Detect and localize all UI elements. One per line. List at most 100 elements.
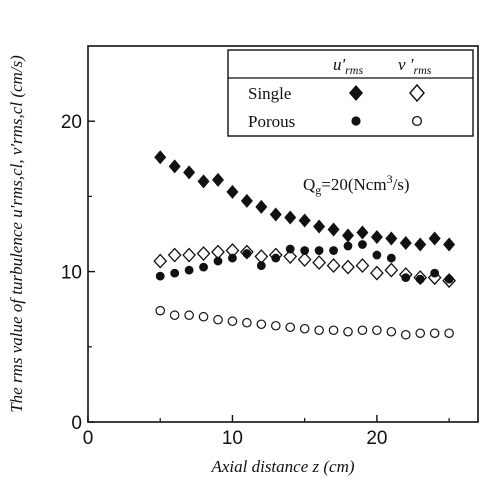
point-single-u bbox=[168, 159, 181, 174]
y-tick-label: 20 bbox=[61, 112, 82, 133]
point-porous-v bbox=[444, 328, 454, 339]
legend-col-v: v 'rms bbox=[398, 55, 432, 77]
point-single-v bbox=[283, 249, 298, 265]
x-axis-title: Axial distance z (cm) bbox=[210, 457, 354, 476]
point-single-v bbox=[196, 246, 211, 262]
point-porous-v bbox=[328, 325, 339, 336]
point-single-v bbox=[297, 252, 312, 268]
legend-marker-porous-v bbox=[411, 115, 423, 127]
annot-sup: 3 bbox=[387, 172, 393, 186]
point-porous-v bbox=[227, 316, 238, 327]
legend-marker-single-u bbox=[349, 85, 363, 101]
point-single-u bbox=[255, 199, 268, 214]
point-single-u bbox=[370, 230, 383, 245]
point-porous-u bbox=[372, 250, 382, 260]
point-single-v bbox=[240, 244, 254, 260]
point-porous-v bbox=[285, 322, 296, 333]
legend-row-single: Single bbox=[248, 84, 291, 103]
point-single-u bbox=[284, 210, 297, 225]
point-porous-u bbox=[300, 246, 310, 255]
y-tick-label: 0 bbox=[71, 413, 82, 434]
point-porous-u bbox=[170, 268, 180, 278]
point-single-v bbox=[254, 249, 269, 265]
point-single-u bbox=[212, 172, 224, 187]
point-porous-u bbox=[155, 271, 165, 281]
point-porous-v bbox=[415, 328, 426, 339]
point-porous-v bbox=[256, 319, 267, 330]
point-porous-v bbox=[314, 325, 324, 336]
annot-end: /s) bbox=[393, 175, 410, 194]
point-porous-v bbox=[169, 310, 180, 321]
point-single-v bbox=[370, 265, 384, 281]
point-porous-u bbox=[358, 240, 367, 249]
tick-group: 0 10 20 0 10 20 bbox=[61, 112, 450, 449]
legend-marker-porous-u bbox=[351, 116, 361, 126]
point-porous-u bbox=[213, 256, 223, 266]
point-single-v bbox=[153, 253, 168, 269]
point-single-u bbox=[197, 174, 210, 189]
point-single-v bbox=[211, 244, 225, 260]
marks-group bbox=[153, 150, 456, 340]
point-single-u bbox=[313, 219, 326, 234]
legend-marker-single-v bbox=[409, 83, 425, 103]
point-single-u bbox=[414, 237, 427, 252]
point-porous-v bbox=[184, 310, 194, 321]
point-single-v bbox=[355, 258, 370, 274]
point-porous-v bbox=[242, 317, 252, 328]
point-porous-v bbox=[372, 325, 382, 336]
y-tick-label: 10 bbox=[61, 263, 82, 284]
y-axis-title: The rms value of turbulence u'rms,cl, v'… bbox=[7, 55, 26, 413]
annot-q: Q bbox=[303, 175, 315, 194]
point-single-u bbox=[428, 231, 441, 246]
legend-col-u: u'rms bbox=[333, 55, 363, 77]
point-single-u bbox=[399, 236, 412, 251]
point-porous-u bbox=[256, 261, 266, 270]
point-porous-v bbox=[270, 320, 281, 331]
annot-mid: =20(Ncm bbox=[321, 175, 386, 194]
point-single-u bbox=[443, 237, 456, 252]
point-single-u bbox=[183, 165, 196, 180]
x-tick-label: 20 bbox=[366, 428, 387, 449]
point-porous-v bbox=[400, 329, 411, 340]
point-porous-u bbox=[444, 274, 454, 284]
point-single-u bbox=[269, 207, 282, 222]
point-single-u bbox=[226, 184, 239, 199]
point-porous-v bbox=[155, 305, 166, 316]
point-porous-u bbox=[401, 273, 411, 283]
point-single-v bbox=[427, 270, 442, 286]
point-single-v bbox=[384, 262, 399, 278]
legend-col-v-label: v ' bbox=[398, 55, 414, 74]
point-single-u bbox=[356, 225, 369, 240]
x-tick-label: 10 bbox=[222, 428, 243, 449]
legend-col-u-sub: rms bbox=[345, 63, 363, 77]
point-single-v bbox=[413, 270, 428, 286]
point-porous-u bbox=[242, 249, 252, 258]
point-porous-v bbox=[429, 328, 440, 339]
point-porous-v bbox=[299, 323, 310, 334]
flow-rate-annotation: Qg=20(Ncm3/s) bbox=[303, 172, 410, 197]
point-single-u bbox=[342, 228, 354, 243]
point-porous-v bbox=[343, 326, 353, 337]
point-porous-u bbox=[329, 246, 338, 255]
point-single-u bbox=[385, 231, 398, 246]
point-single-v bbox=[167, 247, 182, 263]
point-single-v bbox=[326, 258, 341, 274]
point-porous-v bbox=[213, 314, 223, 325]
point-single-u bbox=[240, 193, 253, 208]
point-porous-u bbox=[285, 244, 295, 254]
point-porous-u bbox=[314, 246, 324, 255]
point-single-v bbox=[341, 259, 355, 275]
legend-row-porous: Porous bbox=[248, 112, 295, 131]
legend-col-u-label: u' bbox=[333, 55, 346, 74]
legend: u'rms v 'rms Single Porous bbox=[227, 49, 474, 137]
point-porous-v bbox=[386, 326, 397, 337]
point-single-u bbox=[327, 222, 340, 237]
x-tick-label: 0 bbox=[83, 428, 94, 449]
point-single-u bbox=[154, 150, 167, 165]
annot-q-sub: g bbox=[315, 183, 321, 197]
point-porous-u bbox=[386, 253, 396, 263]
point-porous-v bbox=[357, 325, 368, 336]
point-porous-u bbox=[343, 241, 353, 251]
plot-frame bbox=[87, 45, 479, 423]
